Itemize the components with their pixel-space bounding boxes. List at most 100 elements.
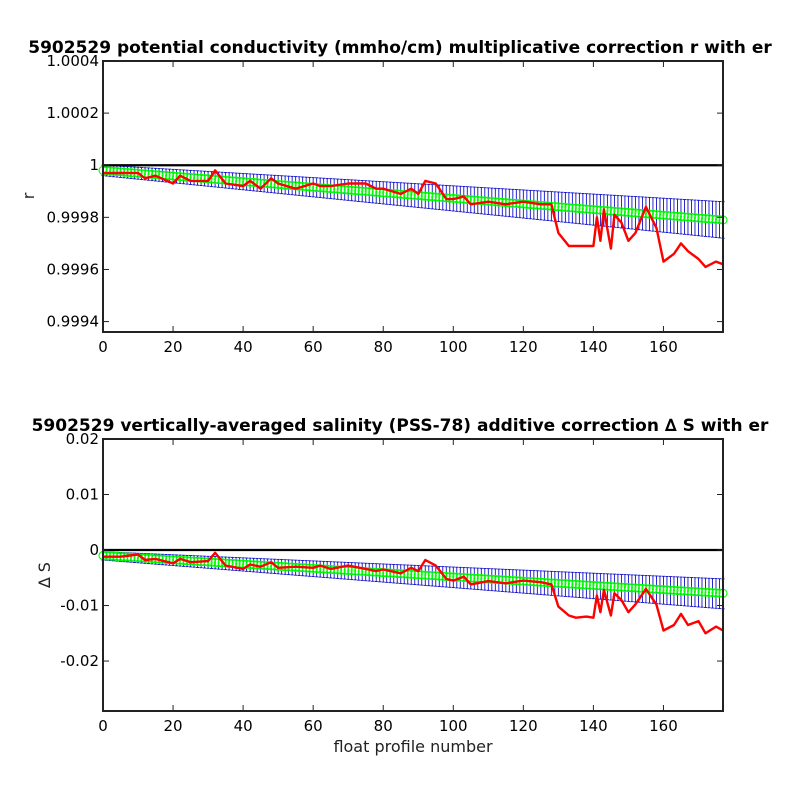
fit-marker [616,582,626,592]
fit-marker [602,581,612,591]
fit-marker [441,571,451,582]
fit-marker [361,567,371,577]
y-tick-label: -0.02 [60,652,99,670]
fit-marker [634,583,644,593]
fit-marker [273,561,283,571]
fit-marker [126,552,136,562]
fit-marker [711,214,721,224]
fit-marker [585,580,595,590]
fit-marker [270,561,280,571]
fit-marker [707,214,718,224]
fit-marker [574,203,584,214]
fit-marker [557,202,567,212]
y-tick-label: 0.9994 [47,313,100,331]
fit-marker [504,575,514,585]
fit-marker [539,201,549,211]
fit-marker [431,192,441,202]
data-series-line [103,169,724,269]
fit-marker [438,571,448,581]
fit-marker [697,213,707,223]
fit-marker [571,203,581,213]
fit-marker [620,207,630,217]
fit-marker [676,586,686,596]
fit-marker [669,585,679,595]
fit-marker [630,583,640,593]
fit-marker [606,206,616,216]
x-tick-label: 100 [439,338,468,356]
fit-marker [595,581,605,591]
fit-marker [588,205,598,215]
fit-marker [487,574,497,584]
fit-marker [672,585,683,596]
fit-marker [434,192,444,202]
fit-marker [564,579,574,589]
y-axis-label: ∆ S [35,562,54,589]
fit-marker [494,575,504,585]
fit-marker [361,186,371,196]
fit-marker [263,179,273,189]
fit-marker [578,204,588,214]
y-tick-label: 0.01 [66,486,99,504]
fit-marker [406,190,416,200]
fit-marker [585,204,595,214]
fit-marker [676,212,686,222]
fit-marker [679,212,690,222]
chart-salinity-correction: 5902529 vertically-averaged salinity (PS… [32,416,769,756]
x-tick-label: 160 [649,717,678,735]
fit-marker [620,582,630,592]
fit-marker [431,571,441,581]
fit-marker [371,567,381,577]
fit-marker [417,570,427,580]
chart-title: 5902529 vertically-averaged salinity (PS… [32,416,769,436]
fit-marker [665,211,676,221]
fit-marker [693,213,704,223]
fit-marker [665,585,676,595]
fit-marker [417,191,427,201]
fit-marker [382,568,392,578]
fit-marker [350,186,360,196]
fit-marker [578,580,588,590]
fit-marker [340,185,350,195]
chart-title: 5902529 potential conductivity (mmho/cm)… [28,38,772,58]
fit-marker [150,170,161,180]
fit-marker [686,586,697,596]
fit-marker [105,166,115,176]
fit-marker [375,567,385,577]
x-tick-label: 40 [234,717,253,735]
fit-marker [623,207,633,217]
x-tick-label: 60 [304,338,323,356]
plot-frame [102,438,724,712]
fit-marker [644,209,654,219]
fit-marker [420,191,430,201]
fit-marker [613,207,623,217]
fit-marker [385,188,395,198]
fit-marker [245,177,255,187]
fit-marker [424,191,434,202]
fit-marker [347,185,357,195]
fit-marker [658,585,669,595]
fit-marker [553,202,563,212]
fit-marker [326,184,336,194]
fit-marker [655,584,665,595]
fit-marker [259,178,269,188]
y-axis-label: r [19,192,38,199]
fit-marker [553,578,563,588]
fit-marker [648,584,658,594]
fit-marker [669,211,679,221]
fit-marker [707,588,718,598]
fit-marker [571,579,581,589]
fit-marker [700,214,711,224]
fit-marker [581,580,591,590]
x-tick-label: 100 [439,717,468,735]
x-tick-label: 20 [164,717,183,735]
fit-marker [396,189,406,199]
fit-marker [592,581,602,591]
x-tick-label: 60 [304,717,323,735]
fit-marker [609,582,619,592]
fit-marker [690,587,700,597]
fit-marker [196,173,206,183]
fit-marker [627,208,637,218]
fit-marker [112,167,122,177]
fit-marker [686,212,697,222]
data-series-line [103,551,724,635]
